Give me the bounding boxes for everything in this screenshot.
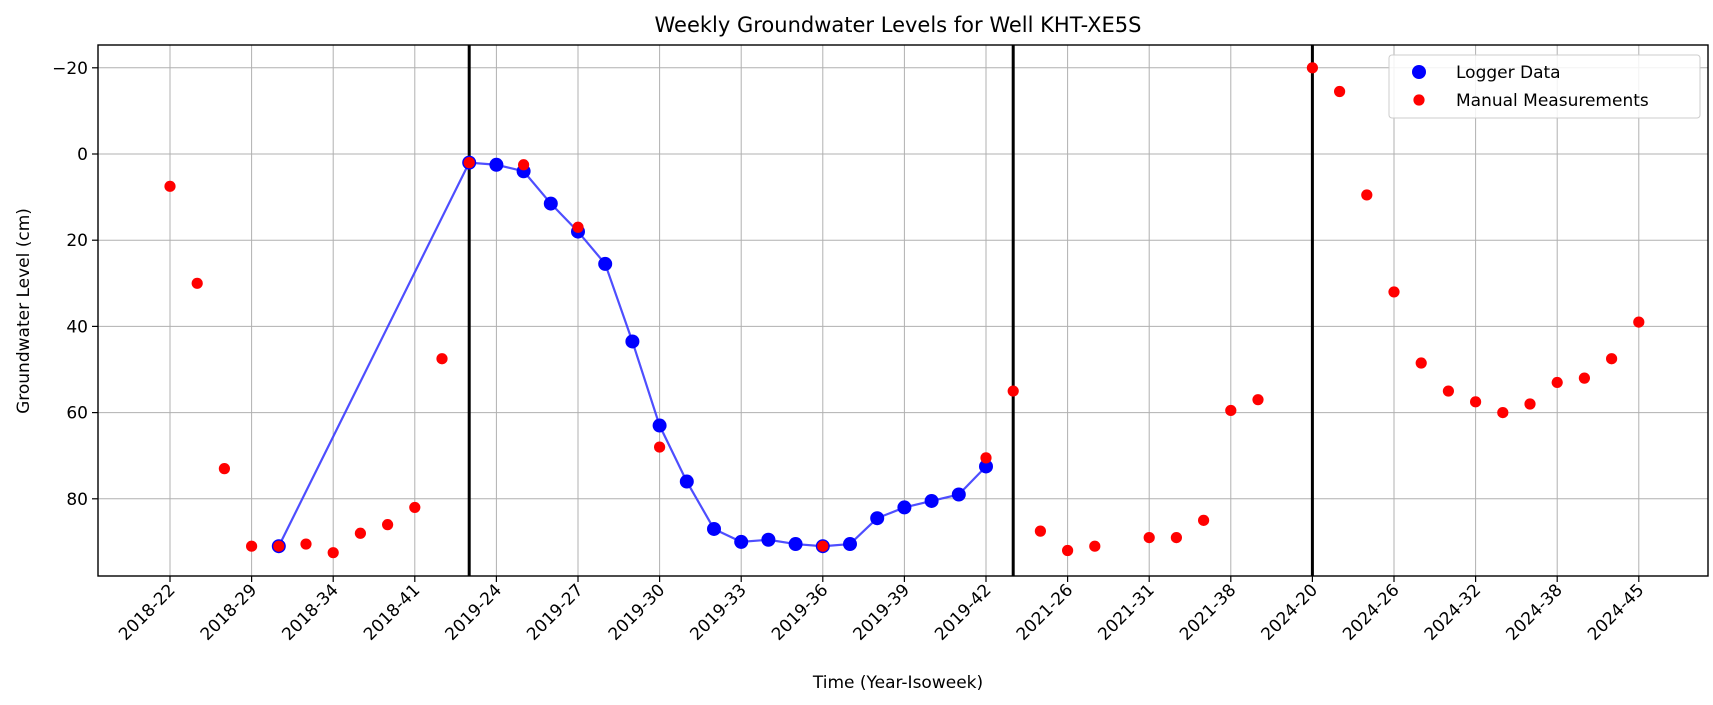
manual-measurement-point: [1361, 189, 1373, 201]
legend-marker: [1413, 94, 1425, 106]
manual-measurement-point: [1524, 398, 1536, 410]
manual-measurement-point: [327, 547, 339, 559]
x-axis-label: Time (Year-Isoweek): [812, 673, 983, 693]
manual-measurement-point: [409, 501, 421, 514]
manual-measurement-point: [817, 540, 829, 552]
manual-measurement-point: [1388, 286, 1400, 298]
logger-data-point: [679, 474, 694, 489]
y-tick-label: 60: [66, 404, 88, 424]
manual-measurement-point: [382, 519, 394, 531]
legend-label: Manual Measurements: [1456, 91, 1649, 111]
manual-measurement-point: [1633, 316, 1645, 328]
logger-data-point: [870, 511, 885, 526]
legend-label: Logger Data: [1456, 63, 1561, 83]
legend-box: [1388, 54, 1701, 119]
logger-data-point: [979, 459, 993, 474]
manual-measurement-point: [1470, 396, 1482, 408]
logger-data-point: [734, 534, 749, 549]
manual-measurement-point: [273, 540, 285, 552]
logger-data-point: [598, 256, 613, 271]
manual-measurement-point: [1225, 404, 1237, 417]
manual-measurement-point: [246, 540, 258, 552]
y-tick-label: 0: [77, 145, 88, 165]
manual-measurement-point: [164, 180, 176, 192]
logger-data-point: [652, 418, 667, 433]
logger-data-point: [951, 487, 966, 502]
legend-marker: [1412, 65, 1426, 79]
chart-title: Weekly Groundwater Levels for Well KHT-X…: [655, 13, 1142, 37]
manual-measurement-point: [1198, 514, 1210, 526]
manual-measurement-point: [436, 353, 448, 365]
logger-data-point: [843, 537, 857, 552]
manual-measurement-point: [354, 527, 366, 539]
manual-measurement-point: [1415, 357, 1427, 369]
manual-measurement-point: [1143, 531, 1155, 544]
manual-measurement-point: [463, 157, 475, 169]
legend: Logger Data Manual Measurements: [1388, 54, 1701, 119]
manual-measurement-point: [980, 452, 992, 464]
logger-data-point: [489, 157, 504, 172]
manual-measurement-point: [654, 441, 666, 453]
plot-area: [164, 62, 1645, 559]
manual-measurement-point: [1062, 544, 1074, 557]
manual-measurement-point: [1497, 407, 1509, 419]
manual-measurement-point: [191, 277, 203, 289]
logger-data-point: [924, 493, 939, 508]
plot-frame: [97, 44, 1709, 577]
y-tick-label: 80: [66, 490, 88, 510]
y-tick-label: 20: [66, 231, 88, 251]
logger-data-point: [788, 537, 803, 552]
manual-measurement-point: [1089, 540, 1101, 552]
y-tick-label: −20: [52, 59, 88, 79]
y-tick-label: 40: [66, 317, 88, 337]
manual-measurement-point: [1170, 531, 1182, 544]
manual-measurement-point: [518, 159, 530, 171]
manual-measurement-point: [1252, 394, 1264, 406]
logger-data-point: [897, 500, 912, 515]
manual-measurement-point: [1007, 385, 1019, 397]
period-separators: [467, 45, 1314, 576]
manual-measurement-point: [1442, 385, 1454, 397]
y-axis-label: Groundwater Level (cm): [14, 208, 34, 414]
manual-measurement-point: [1034, 525, 1046, 537]
manual-measurement-point: [1578, 372, 1590, 384]
manual-measurement-point: [300, 538, 312, 550]
series-manual-measurements: [164, 62, 1645, 559]
logger-data-point: [761, 532, 776, 547]
manual-measurement-point: [1606, 353, 1618, 365]
manual-measurement-point: [1334, 85, 1346, 98]
logger-data-point: [707, 521, 721, 536]
manual-measurement-point: [218, 463, 230, 475]
manual-measurement-point: [1306, 62, 1318, 74]
logger-data-point: [625, 334, 640, 349]
logger-data-point: [543, 196, 558, 211]
manual-measurement-point: [1551, 376, 1563, 389]
manual-measurement-point: [572, 221, 584, 233]
